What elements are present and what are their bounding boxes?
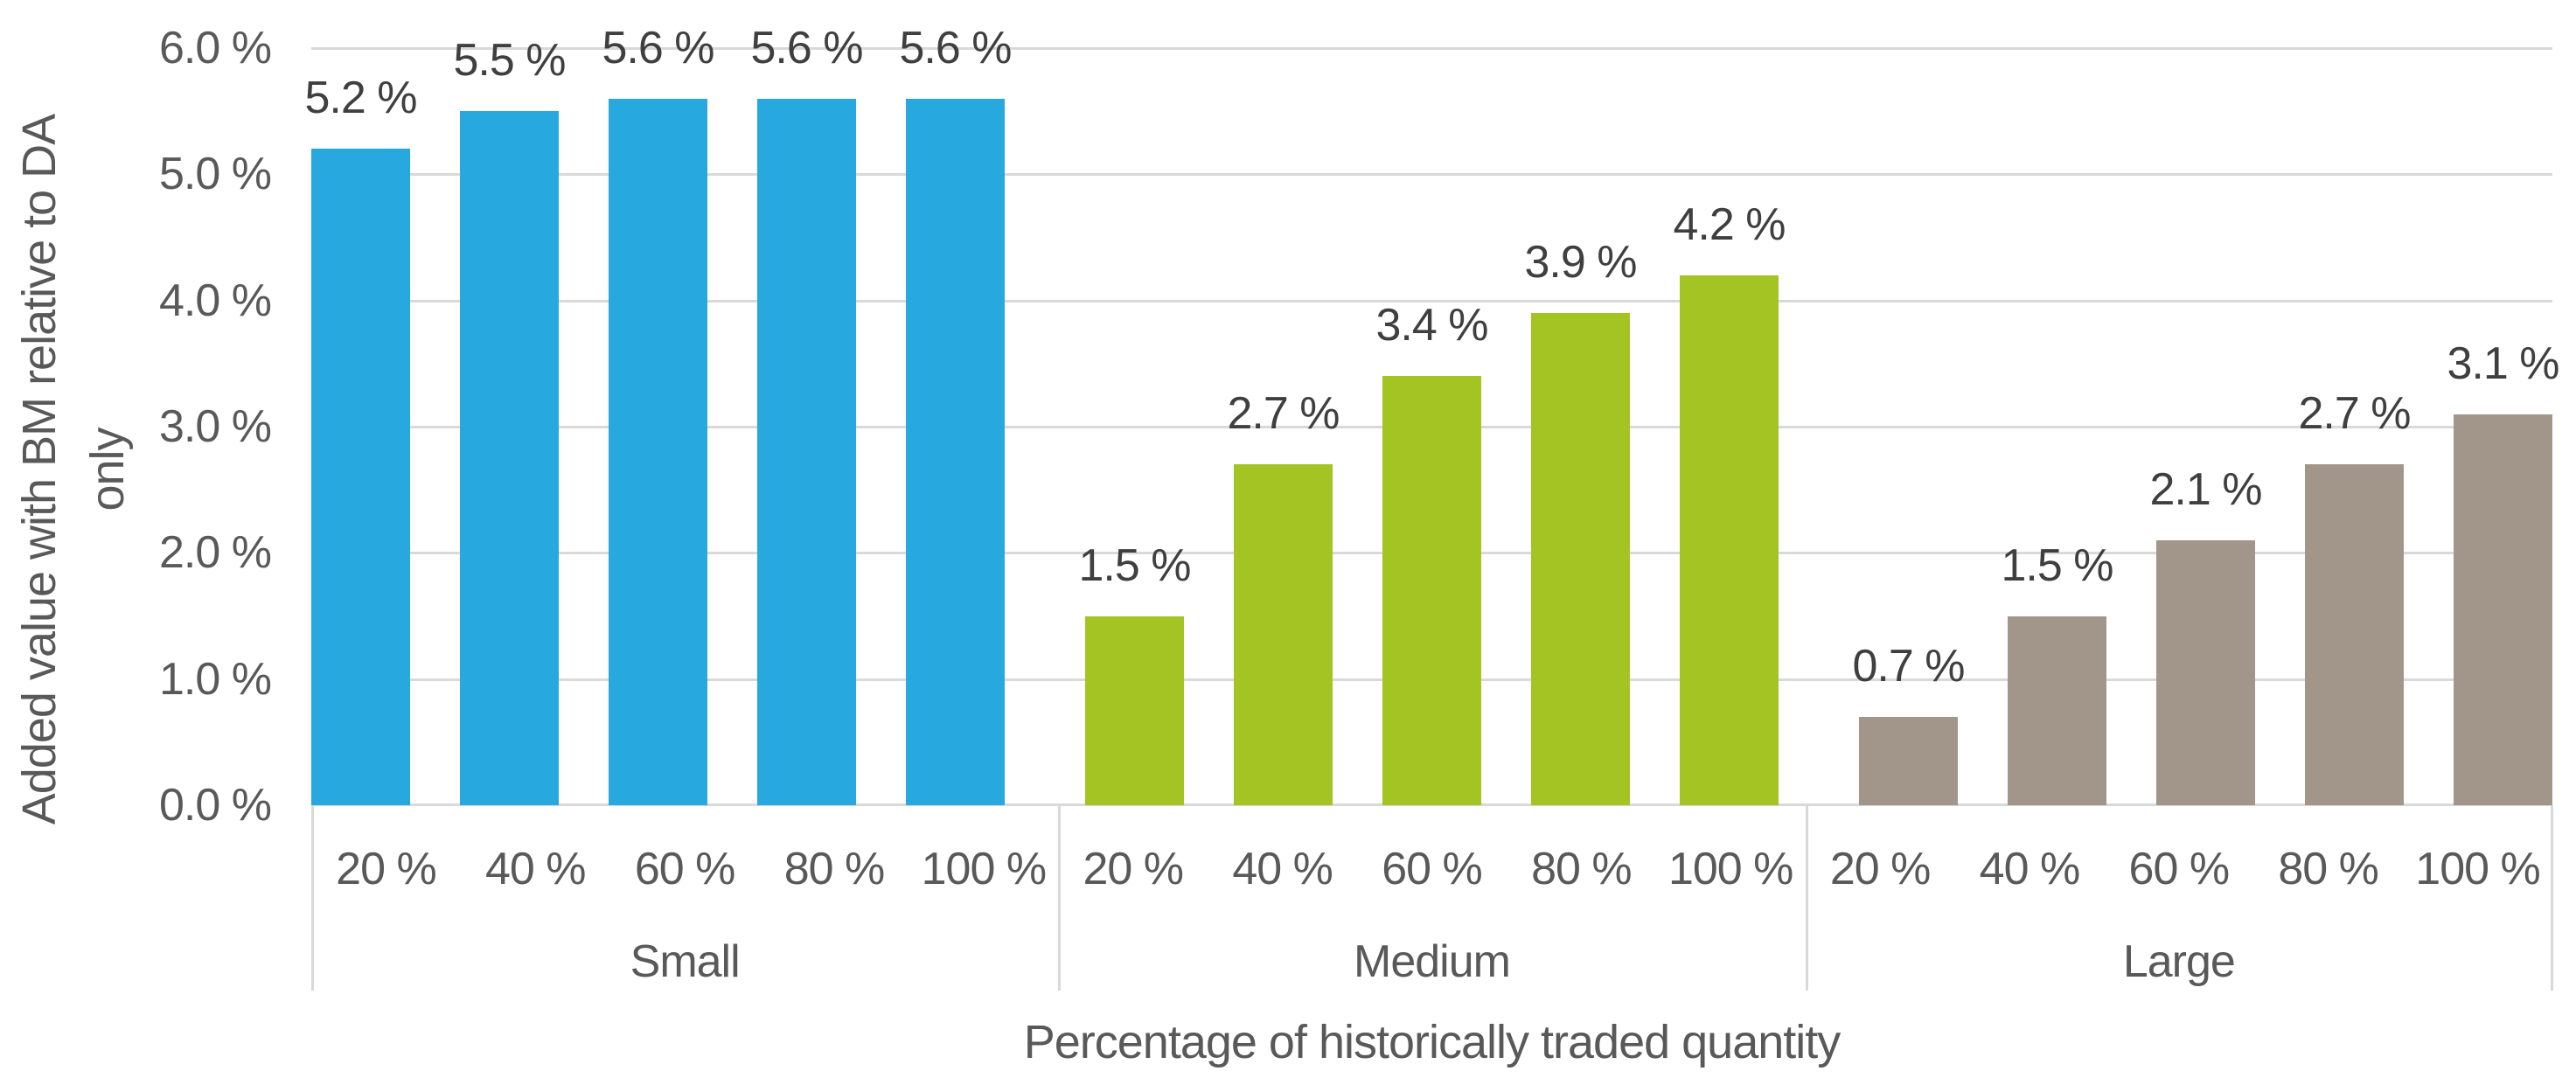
bar-slot: 3.4 % xyxy=(1376,48,1488,805)
x-tick-label: 100 % xyxy=(921,844,1047,894)
y-tick-label: 6.0 % xyxy=(159,23,272,73)
bar xyxy=(1085,616,1184,805)
bar-value-label: 5.2 % xyxy=(304,73,418,124)
bar-slot: 5.6 % xyxy=(900,25,1012,805)
x-axis-tick-labels: 20 % 40 % 60 % 80 % 100 % 20 % 40 % 60 % 80 % 100… xyxy=(311,832,2552,906)
bar-value-label: 4.2 % xyxy=(1673,198,1786,250)
bar-group-large: 0.7 % 1.5 % 2.1 % 2.7 % 3.1 % xyxy=(1853,48,2559,805)
bar xyxy=(311,149,410,805)
bar-value-label: 2.7 % xyxy=(1227,388,1340,440)
bar-group-medium: 1.5 % 2.7 % 3.4 % 3.9 % 4.2 % xyxy=(1079,48,1786,805)
bar-slot: 1.5 % xyxy=(1079,48,1191,805)
y-tick-label: 1.0 % xyxy=(159,653,272,705)
x-tick-label: 20 % xyxy=(336,844,437,894)
x-axis-title: Percentage of historically traded quanti… xyxy=(1023,1016,1841,1068)
group-divider xyxy=(2551,805,2553,991)
bar-value-label: 5.6 % xyxy=(750,22,864,73)
x-tick-label: 40 % xyxy=(1979,844,2081,894)
group-divider xyxy=(1058,805,1062,991)
bar-slot: 2.1 % xyxy=(2150,48,2262,805)
x-axis-group-labels: Small Medium Large xyxy=(311,925,2552,998)
bar-value-label: 1.5 % xyxy=(2001,539,2114,591)
bar-slot: 4.2 % xyxy=(1674,48,1786,805)
bar-slot: 5.2 % xyxy=(305,48,417,805)
bar-slot: 1.5 % xyxy=(2002,48,2113,805)
y-tick-label: 2.0 % xyxy=(159,527,272,579)
gridline xyxy=(311,173,2552,177)
group-divider xyxy=(311,805,314,991)
bar-slot: 2.7 % xyxy=(1228,48,1340,805)
y-axis-title-line2: only xyxy=(81,428,134,511)
bar-slot: 2.7 % xyxy=(2299,48,2411,805)
x-tick-label: 100 % xyxy=(1667,844,1793,894)
bar-value-label: 0.7 % xyxy=(1852,640,1966,692)
x-tick-label: 60 % xyxy=(1382,844,1483,894)
bar-value-label: 3.1 % xyxy=(2447,337,2560,389)
bar-value-label: 1.5 % xyxy=(1078,539,1192,591)
y-axis-title-line1: Added value with BM relative to DA xyxy=(13,114,66,825)
bar-value-label: 5.5 % xyxy=(453,35,567,87)
bar xyxy=(1859,716,1958,805)
group-label-large: Large xyxy=(2122,936,2236,987)
category-dividers xyxy=(311,805,2553,991)
x-tick-label: 80 % xyxy=(783,844,886,894)
y-tick-label: 3.0 % xyxy=(159,401,272,452)
bar-group-small: 5.2 % 5.5 % 5.6 % 5.6 % 5.6 % xyxy=(305,25,1012,805)
bar-value-label: 2.1 % xyxy=(2149,463,2263,515)
x-tick-group-cell: 20 % 40 % 60 % 80 % 100 % xyxy=(311,832,1058,906)
x-tick-label: 40 % xyxy=(485,844,587,894)
group-divider xyxy=(1805,805,1808,991)
x-tick-label: 20 % xyxy=(1829,844,1932,894)
bar-value-label: 3.4 % xyxy=(1375,300,1489,351)
bar xyxy=(1680,275,1779,805)
bar xyxy=(1234,464,1333,805)
bar xyxy=(460,111,559,805)
bar xyxy=(2305,464,2404,805)
bar-value-label: 2.7 % xyxy=(2298,388,2412,440)
plot-area: 5.2 % 5.5 % 5.6 % 5.6 % 5.6 % 1.5 % 2.7 % 3.4 %… xyxy=(305,25,2559,806)
bar xyxy=(609,98,707,805)
bar-slot: 0.7 % xyxy=(1853,48,1965,805)
bar-value-label: 5.6 % xyxy=(602,22,715,73)
y-tick-label: 4.0 % xyxy=(159,275,272,326)
x-tick-label: 80 % xyxy=(1531,844,1633,894)
bar xyxy=(1382,376,1481,805)
bar xyxy=(757,98,856,805)
y-tick-label: 5.0 % xyxy=(159,149,272,200)
y-axis-title: Added value with BM relative to DA only xyxy=(5,115,142,824)
x-tick-group-cell: 20 % 40 % 60 % 80 % 100 % xyxy=(1058,832,1805,906)
bar-slot: 5.5 % xyxy=(454,38,566,805)
x-tick-label: 60 % xyxy=(2128,844,2231,894)
bar xyxy=(906,98,1005,805)
bar-slot: 5.6 % xyxy=(602,25,714,805)
group-label-medium: Medium xyxy=(1354,936,1511,987)
x-tick-label: 80 % xyxy=(2278,844,2379,894)
bar xyxy=(1531,313,1630,805)
x-tick-group-cell: 20 % 40 % 60 % 80 % 100 % xyxy=(1806,832,2552,906)
x-tick-label: 100 % xyxy=(2415,844,2540,894)
x-tick-label: 60 % xyxy=(634,844,736,894)
bar-slot: 3.9 % xyxy=(1525,48,1637,805)
bar-slot: 5.6 % xyxy=(751,25,863,805)
bar-value-label: 5.6 % xyxy=(899,22,1013,73)
x-tick-label: 20 % xyxy=(1083,844,1184,894)
bar-slot: 3.1 % xyxy=(2447,48,2559,805)
bar xyxy=(2156,539,2255,805)
group-label-small: Small xyxy=(630,936,741,987)
bar-value-label: 3.9 % xyxy=(1524,237,1638,289)
x-tick-label: 40 % xyxy=(1232,844,1333,894)
gridline xyxy=(311,299,2552,303)
y-tick-label: 0.0 % xyxy=(159,780,272,831)
bar xyxy=(2454,414,2552,805)
gridline xyxy=(311,47,2552,50)
bar xyxy=(2008,616,2106,805)
